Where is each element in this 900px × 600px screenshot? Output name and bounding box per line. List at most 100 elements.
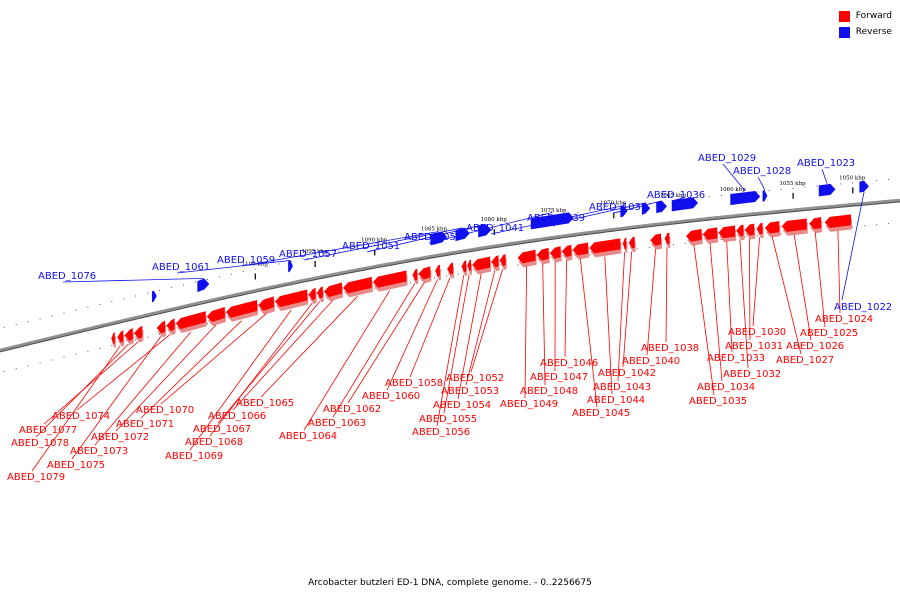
gene-label: ABED_1072 (91, 432, 149, 443)
grid-dot (589, 210, 591, 212)
grid-dot (673, 244, 674, 246)
gene-ABED_1067[interactable] (316, 286, 324, 303)
gene-unlabeled[interactable] (151, 290, 157, 303)
gene-ABED_1023[interactable] (818, 183, 836, 197)
gene-label: ABED_1058 (385, 378, 443, 389)
grid-dot (374, 244, 376, 246)
gene-arrow (343, 276, 372, 294)
gene-label: ABED_1065 (236, 398, 294, 409)
scale-tick (314, 261, 316, 267)
gene-ABED_1070[interactable] (258, 296, 275, 315)
gene-ABED_1075[interactable] (156, 320, 167, 338)
gene-ABED_1076[interactable] (197, 278, 210, 293)
grid-dot (816, 185, 818, 187)
gene-label: ABED_1078 (11, 438, 69, 449)
gene-ABED_1027[interactable] (764, 221, 781, 238)
gene-label: ABED_1062 (323, 404, 381, 415)
gene-ABED_1061[interactable] (288, 260, 293, 273)
gene-ABED_1022[interactable] (859, 180, 869, 193)
gene-ABED_1045[interactable] (572, 242, 590, 260)
gene-ABED_1043[interactable] (622, 237, 628, 254)
gene-ABED_1054[interactable] (472, 256, 492, 275)
grid-dot (99, 348, 101, 349)
gene-ABED_1036[interactable] (671, 197, 699, 212)
gene-ABED_1042[interactable] (628, 236, 636, 253)
forward-strand-genes (111, 214, 853, 349)
backbone-line (0, 198, 900, 352)
grid-dot (75, 353, 77, 355)
gene-ABED_1063[interactable] (412, 268, 419, 285)
gene-ABED_1028[interactable] (762, 190, 768, 202)
grid-dot (350, 248, 352, 250)
leader-line (622, 251, 633, 368)
gene-arrow (781, 218, 807, 232)
gene-ABED_1024[interactable] (824, 214, 853, 232)
gene-ABED_1046[interactable] (561, 244, 573, 262)
leader-line (524, 266, 527, 399)
gene-ABED_1053[interactable] (491, 255, 500, 272)
backbone-shadow (0, 200, 900, 353)
gene-ABED_1049[interactable] (517, 249, 537, 268)
gene-ABED_1052[interactable] (499, 254, 507, 271)
gene-ABED_1038[interactable] (664, 232, 671, 249)
gene-ABED_1040[interactable] (650, 233, 662, 250)
gene-ABED_1072[interactable] (206, 306, 226, 326)
gene-arrow (656, 200, 667, 214)
gene-ABED_1068[interactable] (308, 287, 317, 305)
gene-ABED_1055[interactable] (467, 259, 472, 276)
gene-ABED_1079[interactable] (117, 330, 125, 347)
gene-arrow (589, 238, 621, 254)
gene-ABED_1062[interactable] (418, 266, 432, 284)
gene-ABED_1026[interactable] (781, 218, 808, 236)
gene-ABED_1044[interactable] (589, 238, 622, 258)
grid-dot (864, 225, 866, 227)
gene-ABED_1034[interactable] (702, 227, 719, 244)
gene-ABED_1047[interactable] (549, 246, 562, 263)
gene-arrow (536, 247, 549, 261)
gene-label: ABED_1055 (419, 414, 477, 425)
grid-dot (242, 271, 244, 273)
gene-arrow (166, 318, 175, 332)
gene-ABED_1033[interactable] (718, 225, 737, 243)
gene-ABED_1030[interactable] (756, 222, 764, 239)
gene-ABED_1058[interactable] (447, 262, 455, 279)
leader-line (837, 230, 841, 314)
gene-ABED_1077[interactable] (134, 325, 144, 343)
gene-ABED_1037[interactable] (656, 200, 667, 214)
gene-ABED_1029[interactable] (730, 190, 761, 205)
gene-ABED_1078[interactable] (124, 328, 134, 346)
gene-label: ABED_1050 (404, 232, 462, 243)
gene-ABED_1074[interactable] (166, 318, 176, 336)
gene-ABED_1073[interactable] (175, 311, 207, 334)
gene-ABED_1051[interactable] (478, 224, 492, 238)
gene-ABED_1056[interactable] (461, 260, 468, 277)
gene-arrow (517, 249, 536, 264)
gene-ABED_1035[interactable] (686, 229, 703, 246)
gene-arrow (824, 214, 852, 228)
scale-label: 1070 kbp (600, 200, 627, 206)
leader-line (542, 263, 546, 386)
gene-ABED_1032[interactable] (736, 224, 745, 241)
grid-dot (15, 324, 17, 326)
gene-unlabeled[interactable] (111, 332, 116, 349)
gene-arrow (491, 255, 499, 268)
gene-ABED_1048[interactable] (536, 247, 550, 265)
gene-ABED_1066[interactable] (324, 282, 343, 302)
gene-ABED_1071[interactable] (226, 299, 259, 322)
grid-dot (39, 318, 41, 320)
leader-line (749, 238, 751, 341)
grid-dot (505, 222, 507, 224)
gene-ABED_1069[interactable] (275, 289, 309, 312)
gene-ABED_1064[interactable] (373, 270, 408, 292)
gene-ABED_1031[interactable] (744, 223, 756, 240)
gene-ABED_1060[interactable] (435, 264, 441, 281)
grid-dot (254, 268, 256, 270)
gene-ABED_1065[interactable] (343, 276, 373, 298)
gene-label: ABED_1040 (622, 356, 680, 367)
leader-line (43, 341, 139, 425)
gene-arrow (324, 282, 342, 298)
leader-line (94, 331, 192, 446)
gene-ABED_1025[interactable] (809, 217, 823, 234)
gene-label: ABED_1066 (208, 411, 266, 422)
leader-line (189, 309, 292, 451)
